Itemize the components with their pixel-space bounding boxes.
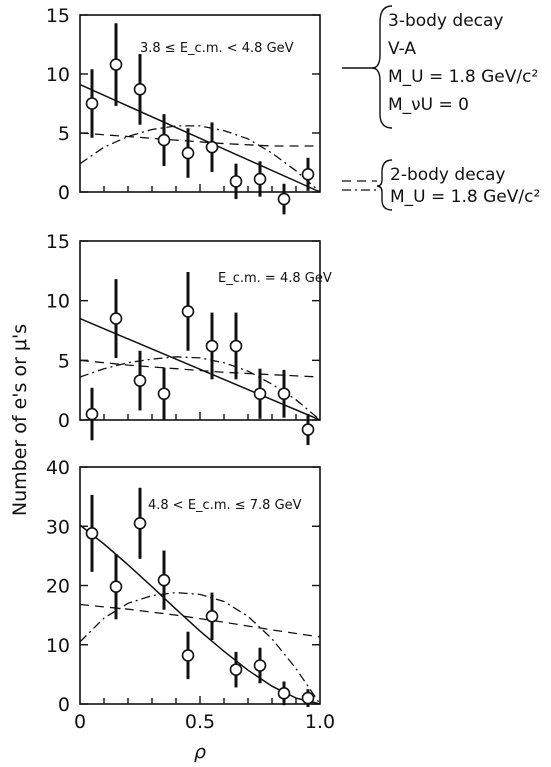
data-point xyxy=(109,312,123,325)
x-tick-label: 0.5 xyxy=(185,711,215,733)
x-axis-label: ρ xyxy=(194,741,206,763)
data-point xyxy=(85,97,99,110)
data-point xyxy=(85,527,99,540)
y-tick-label: 15 xyxy=(46,5,70,27)
data-point xyxy=(253,387,267,401)
y-tick-label: 5 xyxy=(58,123,70,145)
data-point xyxy=(229,339,243,353)
data-point xyxy=(181,649,195,662)
panels: 0 5 10 15 3.8 ≤ E_c.m. < 4.8 GeV 0 5 10 15 E_c.m.… xyxy=(46,5,335,763)
x-tick-label: 1.0 xyxy=(305,711,335,733)
curve-dashed xyxy=(79,603,321,638)
data-point xyxy=(85,407,99,421)
legend: 3-body decay V-A M_U = 1.8 GeV/c² M_νU = 0 2… xyxy=(342,5,540,211)
y-tick-label: 30 xyxy=(46,516,70,538)
legend-entry-2-line: 2-body decay xyxy=(390,165,505,185)
data-point xyxy=(277,192,291,206)
data-point xyxy=(109,58,123,71)
data-point xyxy=(253,659,267,672)
data-point xyxy=(133,83,147,96)
data-point xyxy=(133,516,147,530)
data-point xyxy=(229,663,243,676)
data-point xyxy=(205,140,219,154)
y-tick-label: 10 xyxy=(46,64,70,86)
legend-entry-2-line: M_U = 1.8 GeV/c² xyxy=(390,187,540,207)
data-point xyxy=(229,175,243,188)
legend-entry-1-line: M_U = 1.8 GeV/c² xyxy=(388,67,538,87)
y-tick-label: 0 xyxy=(58,694,70,716)
chart-panel-2: 0 5 10 15 E_c.m. = 4.8 GeV xyxy=(46,231,332,446)
curve-dashdot xyxy=(79,125,321,193)
curve-solid xyxy=(79,83,321,193)
legend-brace-2 xyxy=(376,159,393,211)
data-point xyxy=(253,172,267,186)
panel-annotation: E_c.m. = 4.8 GeV xyxy=(218,271,332,286)
data-point xyxy=(181,146,195,160)
data-point xyxy=(205,339,219,353)
legend-brace xyxy=(371,5,393,129)
data-point xyxy=(301,691,315,705)
legend-entry-1-line: M_νU = 0 xyxy=(388,95,469,115)
curve-solid xyxy=(79,317,321,421)
panel-annotation: 4.8 < E_c.m. ≤ 7.8 GeV xyxy=(148,498,302,513)
y-tick-label: 10 xyxy=(46,291,70,313)
data-point xyxy=(109,580,123,593)
legend-entry-1-line: V-A xyxy=(388,39,416,59)
legend-entry-1-line: 3-body decay xyxy=(388,11,503,31)
data-point xyxy=(157,573,171,587)
y-tick-label: 40 xyxy=(46,457,70,479)
y-tick-label: 20 xyxy=(46,576,70,598)
y-tick-label: 5 xyxy=(58,350,70,372)
chart-panel-1: 0 5 10 15 3.8 ≤ E_c.m. < 4.8 GeV xyxy=(46,5,321,215)
y-tick-label: 15 xyxy=(46,231,70,253)
data-point xyxy=(277,387,291,401)
x-tick-label: 0 xyxy=(74,711,86,733)
curve-dashdot xyxy=(79,591,321,705)
panel-annotation: 3.8 ≤ E_c.m. < 4.8 GeV xyxy=(140,41,294,56)
chart-panel-3: 0 10 20 30 40 0 0.5 1.0 ρ 4.8 < E_c.m. ≤ 7.8 GeV xyxy=(46,457,335,763)
curve-dashed xyxy=(79,359,321,378)
y-tick-label: 0 xyxy=(58,410,70,432)
curve-dashed xyxy=(79,132,320,147)
y-tick-label: 0 xyxy=(58,182,70,204)
data-point xyxy=(301,168,315,181)
data-point xyxy=(133,374,147,387)
data-point xyxy=(157,133,171,147)
data-point xyxy=(205,610,219,623)
data-point xyxy=(181,305,195,318)
y-tick-label: 10 xyxy=(46,635,70,657)
data-point xyxy=(157,387,171,401)
data-point xyxy=(301,423,315,436)
data-point xyxy=(277,687,291,700)
y-axis-label: Number of e's or μ's xyxy=(9,324,31,516)
